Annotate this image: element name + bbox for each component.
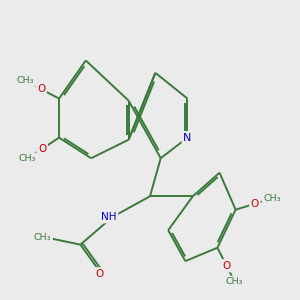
Text: CH₃: CH₃ — [19, 154, 36, 163]
Text: O: O — [96, 269, 104, 279]
Text: CH₃: CH₃ — [263, 194, 281, 203]
Text: O: O — [222, 261, 231, 271]
Text: CH₃: CH₃ — [226, 277, 243, 286]
Text: CH₃: CH₃ — [16, 76, 34, 85]
Text: CH₃: CH₃ — [34, 233, 51, 242]
Text: O: O — [251, 199, 259, 209]
Text: N: N — [183, 133, 192, 143]
Text: O: O — [38, 144, 46, 154]
Text: NH: NH — [101, 212, 117, 222]
Text: O: O — [37, 84, 45, 94]
